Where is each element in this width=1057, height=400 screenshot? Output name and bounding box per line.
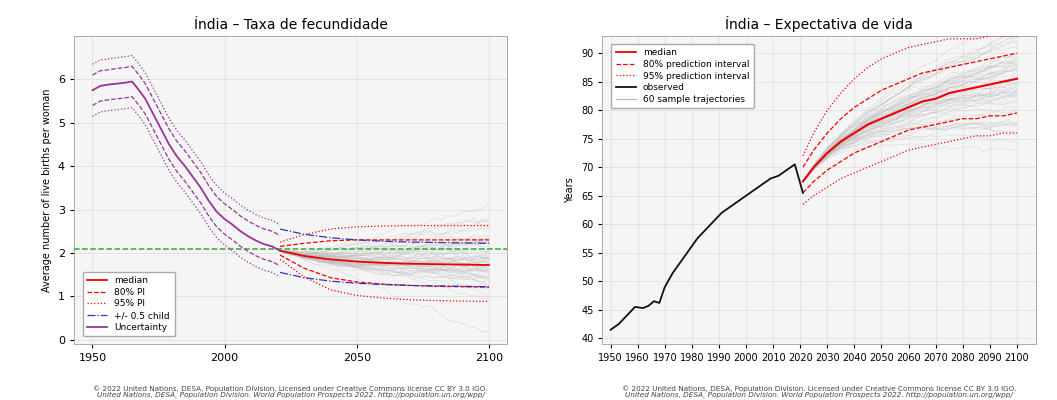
Legend: median, 80% prediction interval, 95% prediction interval, observed, 60 sample tr: median, 80% prediction interval, 95% pre… (611, 44, 754, 108)
Legend: median, 80% PI, 95% PI, +/- 0.5 child, Uncertainty: median, 80% PI, 95% PI, +/- 0.5 child, U… (82, 272, 174, 336)
Title: Índia – Taxa de fecundidade: Índia – Taxa de fecundidade (193, 18, 388, 32)
Text: © 2022 United Nations, DESA, Population Division. Licensed under Creative Common: © 2022 United Nations, DESA, Population … (93, 385, 488, 392)
Text: © 2022 United Nations, DESA, Population Division. Licensed under Creative Common: © 2022 United Nations, DESA, Population … (622, 385, 1017, 392)
Y-axis label: Average number of live births per woman: Average number of live births per woman (42, 88, 52, 292)
Title: Índia – Expectativa de vida: Índia – Expectativa de vida (725, 16, 913, 32)
Text: United Nations, DESA, Population Division. World Population Prospects 2022. http: United Nations, DESA, Population Divisio… (626, 392, 1013, 398)
Y-axis label: Years: Years (565, 177, 575, 203)
Text: United Nations, DESA, Population Division. World Population Prospects 2022. http: United Nations, DESA, Population Divisio… (97, 392, 484, 398)
